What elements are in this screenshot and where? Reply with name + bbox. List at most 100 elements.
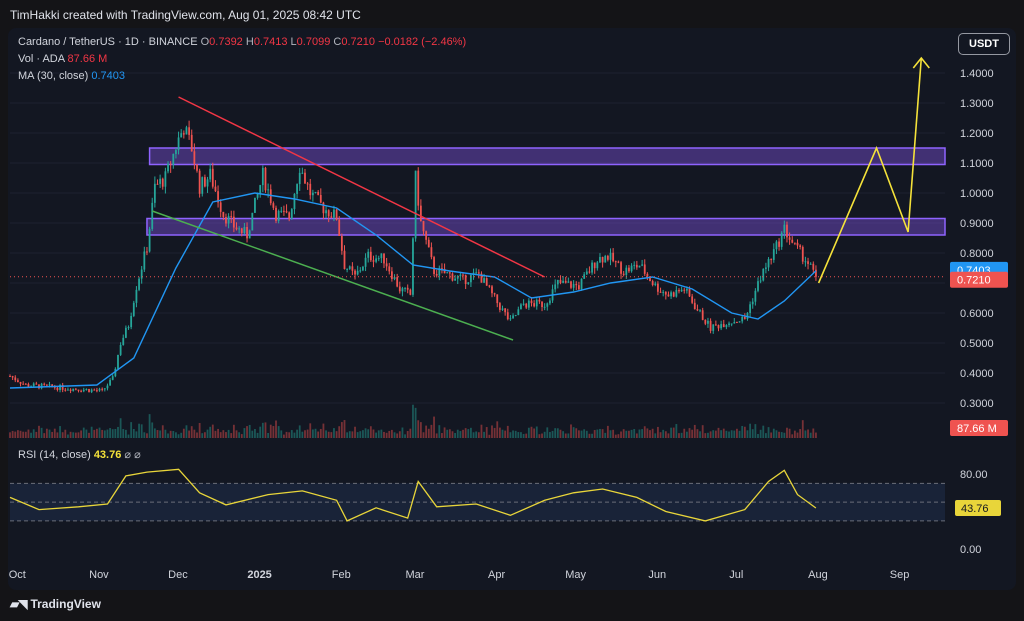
currency-button[interactable]: USDT — [958, 33, 1010, 55]
volume-bar — [27, 429, 30, 438]
candle-body — [74, 388, 77, 390]
volume-bar — [230, 433, 233, 438]
volume-bar — [725, 430, 728, 438]
volume-bar — [551, 430, 554, 438]
rsi-settings-icons[interactable]: ⌀ ⌀ — [124, 449, 141, 461]
volume-bar — [148, 414, 151, 438]
volume-bar — [161, 425, 164, 438]
volume-bar — [193, 429, 196, 438]
candle-body — [209, 168, 212, 180]
rsi-badge-bg — [955, 499, 1001, 516]
candle-body — [446, 272, 449, 274]
volume-bar — [103, 430, 106, 438]
candle-body — [649, 276, 651, 282]
candle-body — [585, 271, 588, 275]
volume-bar — [628, 430, 630, 438]
candle-body — [404, 287, 406, 289]
candle-body — [483, 278, 485, 283]
volume-bar — [93, 429, 96, 438]
candle-body — [538, 299, 541, 302]
volume-bar — [751, 429, 754, 438]
volume-bar — [683, 428, 686, 438]
price-tick-label: 1.4000 — [960, 68, 994, 80]
candle-body — [151, 202, 154, 229]
volume-bar — [298, 425, 301, 438]
candle-body — [477, 272, 480, 274]
volume-bar — [617, 434, 620, 438]
candle-body — [56, 387, 59, 391]
volume-bar — [90, 426, 93, 438]
candle-body — [815, 269, 817, 277]
candle-body — [335, 209, 338, 220]
volume-bar — [256, 432, 259, 438]
tradingview-brand: ▰◥ TradingView — [10, 597, 101, 611]
projection-arrowhead — [912, 56, 930, 69]
candle-body — [238, 228, 241, 230]
candle-body — [588, 271, 591, 273]
last-price-badge-bg — [950, 271, 1008, 288]
candle-body — [356, 270, 359, 275]
volume-bar — [306, 429, 309, 438]
candle-body — [757, 281, 759, 291]
candle-body — [311, 192, 314, 196]
candle-body — [762, 268, 765, 281]
volume-bar — [204, 432, 206, 438]
volume-bar — [664, 431, 667, 438]
candle-body — [185, 127, 188, 135]
candle-body — [391, 271, 393, 279]
candle-body — [730, 323, 733, 325]
volume-bar — [651, 428, 654, 438]
volume-bar — [564, 433, 567, 438]
volume-bar — [359, 431, 362, 438]
candle-body — [167, 163, 169, 172]
candle-body — [330, 216, 333, 218]
volume-bar — [786, 427, 788, 438]
candle-body — [546, 303, 549, 307]
candle-body — [45, 384, 48, 386]
candle-body — [630, 265, 633, 272]
rsi-legend: RSI (14, close) 43.76 ⌀ ⌀ — [18, 448, 141, 461]
volume-bar — [59, 426, 61, 438]
volume-bar — [572, 427, 575, 438]
candle-body — [638, 265, 641, 268]
volume-bar — [393, 432, 396, 438]
volume-bar — [464, 428, 467, 438]
candle-body — [140, 269, 143, 279]
volume-bar — [335, 431, 338, 438]
price-tick-label: 1.1000 — [960, 158, 994, 170]
candle-body — [275, 207, 277, 221]
volume-bar — [124, 429, 127, 438]
symbol-legend: Cardano / TetherUS · 1D · BINANCE O0.739… — [18, 36, 466, 48]
candle-body — [438, 268, 441, 276]
candle-body — [406, 287, 409, 290]
volume-bar — [770, 432, 773, 438]
candle-body — [196, 164, 198, 171]
volume-bar — [309, 423, 312, 438]
time-tick-label: Jul — [729, 569, 743, 581]
candle-body — [290, 209, 293, 219]
volume-bar — [522, 433, 525, 438]
volume-bar — [138, 423, 140, 438]
candle-body — [443, 268, 446, 274]
price-tick-label: 1.2000 — [960, 128, 994, 140]
volume-bar — [369, 426, 372, 438]
volume-bar — [211, 424, 214, 438]
candle-body — [88, 388, 90, 393]
volume-bar — [35, 431, 38, 438]
candle-body — [101, 388, 104, 390]
candle-body — [248, 230, 251, 239]
volume-bar — [538, 434, 541, 438]
candle-body — [375, 258, 377, 262]
candle-body — [488, 285, 491, 287]
volume-bar — [159, 430, 162, 438]
brand-label: TradingView — [30, 597, 101, 611]
volume-bar — [575, 428, 578, 438]
volume-bar — [649, 430, 651, 438]
volume-bar — [498, 427, 501, 438]
volume-bar — [201, 433, 204, 438]
symbol-label: Cardano / TetherUS · 1D · BINANCE — [18, 36, 198, 48]
candle-body — [135, 289, 138, 303]
volume-bar — [367, 429, 370, 438]
